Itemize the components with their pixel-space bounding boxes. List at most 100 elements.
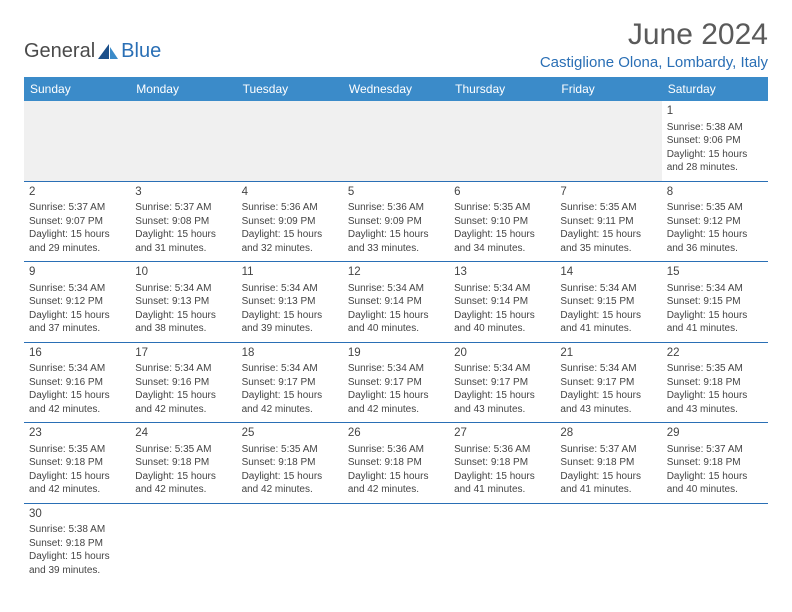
calendar-day-cell: 19Sunrise: 5:34 AMSunset: 9:17 PMDayligh… [343, 342, 449, 423]
day-info-line: Sunrise: 5:34 AM [454, 282, 550, 296]
day-info-line: Sunset: 9:10 PM [454, 215, 550, 229]
day-number: 19 [348, 346, 444, 362]
day-info-line: Sunrise: 5:34 AM [29, 362, 125, 376]
calendar-empty-cell [130, 101, 236, 181]
day-number: 8 [667, 185, 763, 201]
day-info-line: Sunrise: 5:34 AM [560, 282, 656, 296]
day-info-line: Daylight: 15 hours [454, 389, 550, 403]
day-info-line: and 42 minutes. [348, 483, 444, 497]
day-number: 7 [560, 185, 656, 201]
calendar-day-cell: 4Sunrise: 5:36 AMSunset: 9:09 PMDaylight… [237, 181, 343, 262]
day-info-line: Daylight: 15 hours [242, 389, 338, 403]
calendar-day-cell: 30Sunrise: 5:38 AMSunset: 9:18 PMDayligh… [24, 503, 130, 583]
day-info-line: Sunrise: 5:36 AM [454, 443, 550, 457]
calendar-day-cell: 14Sunrise: 5:34 AMSunset: 9:15 PMDayligh… [555, 262, 661, 343]
day-info-line: Daylight: 15 hours [29, 470, 125, 484]
day-info-line: Sunrise: 5:34 AM [348, 282, 444, 296]
day-info-line: Sunrise: 5:34 AM [135, 362, 231, 376]
day-info-line: Sunset: 9:18 PM [667, 376, 763, 390]
day-info-line: Sunrise: 5:36 AM [348, 443, 444, 457]
day-info-line: and 42 minutes. [29, 483, 125, 497]
logo-text-blue: Blue [121, 40, 161, 63]
calendar-day-cell: 15Sunrise: 5:34 AMSunset: 9:15 PMDayligh… [662, 262, 768, 343]
day-info-line: Sunset: 9:09 PM [242, 215, 338, 229]
day-info-line: Daylight: 15 hours [29, 389, 125, 403]
day-info-line: Daylight: 15 hours [29, 550, 125, 564]
day-info-line: Daylight: 15 hours [348, 389, 444, 403]
day-info-line: and 33 minutes. [348, 242, 444, 256]
day-info-line: Daylight: 15 hours [454, 309, 550, 323]
calendar-day-cell: 8Sunrise: 5:35 AMSunset: 9:12 PMDaylight… [662, 181, 768, 262]
day-info-line: and 37 minutes. [29, 322, 125, 336]
day-info-line: and 42 minutes. [242, 483, 338, 497]
day-info-line: Sunset: 9:15 PM [560, 295, 656, 309]
calendar-empty-cell [343, 503, 449, 583]
day-number: 10 [135, 265, 231, 281]
day-info-line: Sunset: 9:13 PM [135, 295, 231, 309]
day-info-line: Sunset: 9:18 PM [242, 456, 338, 470]
calendar-day-cell: 3Sunrise: 5:37 AMSunset: 9:08 PMDaylight… [130, 181, 236, 262]
day-header: Thursday [449, 77, 555, 101]
day-number: 2 [29, 185, 125, 201]
calendar-day-cell: 26Sunrise: 5:36 AMSunset: 9:18 PMDayligh… [343, 423, 449, 504]
logo-text-general: General [24, 40, 95, 63]
day-number: 6 [454, 185, 550, 201]
day-info-line: Sunset: 9:16 PM [135, 376, 231, 390]
day-info-line: and 40 minutes. [348, 322, 444, 336]
day-info-line: Sunset: 9:18 PM [667, 456, 763, 470]
calendar-empty-cell [237, 503, 343, 583]
day-info-line: Sunrise: 5:35 AM [560, 201, 656, 215]
day-info-line: Sunrise: 5:36 AM [242, 201, 338, 215]
calendar-day-cell: 17Sunrise: 5:34 AMSunset: 9:16 PMDayligh… [130, 342, 236, 423]
day-info-line: Sunrise: 5:35 AM [454, 201, 550, 215]
day-info-line: Sunrise: 5:34 AM [454, 362, 550, 376]
day-info-line: Sunset: 9:17 PM [560, 376, 656, 390]
day-number: 18 [242, 346, 338, 362]
day-info-line: Sunrise: 5:34 AM [667, 282, 763, 296]
day-info-line: Daylight: 15 hours [560, 228, 656, 242]
day-info-line: and 39 minutes. [242, 322, 338, 336]
calendar-day-cell: 20Sunrise: 5:34 AMSunset: 9:17 PMDayligh… [449, 342, 555, 423]
day-info-line: Sunrise: 5:34 AM [135, 282, 231, 296]
day-info-line: and 40 minutes. [667, 483, 763, 497]
day-info-line: Daylight: 15 hours [348, 228, 444, 242]
calendar-week-row: 16Sunrise: 5:34 AMSunset: 9:16 PMDayligh… [24, 342, 768, 423]
calendar-day-cell: 6Sunrise: 5:35 AMSunset: 9:10 PMDaylight… [449, 181, 555, 262]
day-header: Monday [130, 77, 236, 101]
calendar-empty-cell [555, 503, 661, 583]
calendar-day-cell: 27Sunrise: 5:36 AMSunset: 9:18 PMDayligh… [449, 423, 555, 504]
calendar-week-row: 1Sunrise: 5:38 AMSunset: 9:06 PMDaylight… [24, 101, 768, 181]
day-number: 4 [242, 185, 338, 201]
day-number: 9 [29, 265, 125, 281]
day-number: 17 [135, 346, 231, 362]
day-info-line: Sunset: 9:16 PM [29, 376, 125, 390]
day-number: 16 [29, 346, 125, 362]
calendar-day-cell: 11Sunrise: 5:34 AMSunset: 9:13 PMDayligh… [237, 262, 343, 343]
day-info-line: and 43 minutes. [667, 403, 763, 417]
day-info-line: Daylight: 15 hours [667, 228, 763, 242]
calendar-day-cell: 5Sunrise: 5:36 AMSunset: 9:09 PMDaylight… [343, 181, 449, 262]
calendar-empty-cell [449, 101, 555, 181]
calendar-day-cell: 7Sunrise: 5:35 AMSunset: 9:11 PMDaylight… [555, 181, 661, 262]
day-number: 29 [667, 426, 763, 442]
calendar-week-row: 23Sunrise: 5:35 AMSunset: 9:18 PMDayligh… [24, 423, 768, 504]
day-info-line: Sunset: 9:14 PM [348, 295, 444, 309]
day-info-line: Sunset: 9:18 PM [135, 456, 231, 470]
day-info-line: Sunset: 9:11 PM [560, 215, 656, 229]
day-info-line: Sunset: 9:09 PM [348, 215, 444, 229]
day-number: 12 [348, 265, 444, 281]
calendar-header-row: SundayMondayTuesdayWednesdayThursdayFrid… [24, 77, 768, 101]
calendar-day-cell: 9Sunrise: 5:34 AMSunset: 9:12 PMDaylight… [24, 262, 130, 343]
day-info-line: Daylight: 15 hours [242, 228, 338, 242]
day-info-line: Sunrise: 5:37 AM [29, 201, 125, 215]
page-header: General Blue June 2024 Castiglione Olona… [24, 18, 768, 71]
calendar-day-cell: 21Sunrise: 5:34 AMSunset: 9:17 PMDayligh… [555, 342, 661, 423]
day-info-line: Daylight: 15 hours [29, 309, 125, 323]
sail-icon [97, 43, 119, 61]
day-info-line: Sunset: 9:12 PM [667, 215, 763, 229]
day-info-line: and 41 minutes. [560, 483, 656, 497]
day-info-line: and 42 minutes. [29, 403, 125, 417]
day-info-line: Sunset: 9:07 PM [29, 215, 125, 229]
calendar-empty-cell [130, 503, 236, 583]
calendar-table: SundayMondayTuesdayWednesdayThursdayFrid… [24, 77, 768, 583]
